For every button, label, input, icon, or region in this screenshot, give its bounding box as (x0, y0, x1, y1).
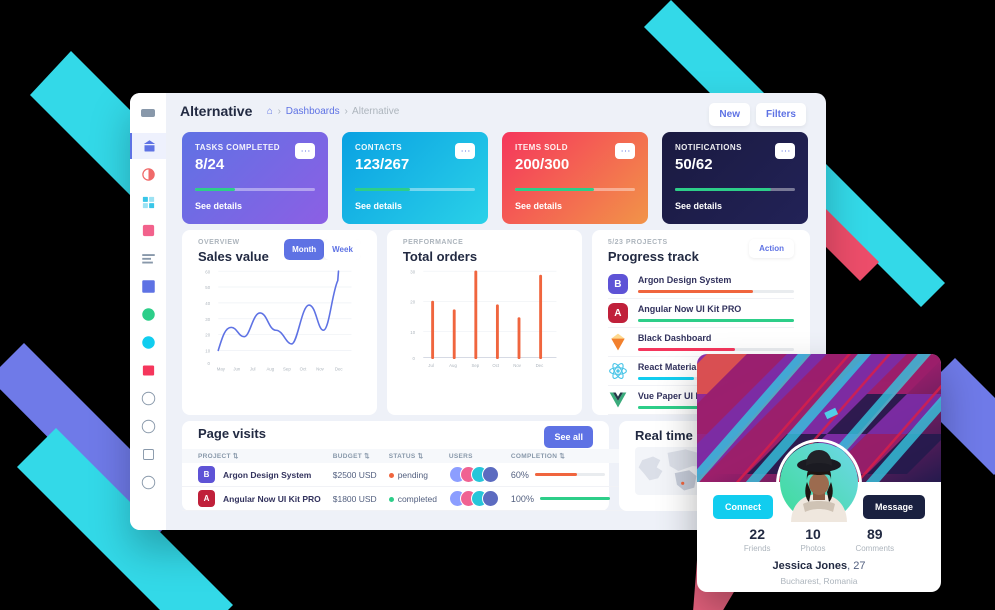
svg-text:Jul: Jul (250, 367, 256, 372)
svg-text:30: 30 (205, 317, 210, 322)
svg-text:Sep: Sep (283, 367, 291, 372)
svg-text:Sep: Sep (471, 363, 479, 368)
svg-text:20: 20 (205, 333, 210, 338)
svg-text:10: 10 (205, 349, 210, 354)
svg-text:Nov: Nov (513, 363, 522, 368)
svg-text:Nov: Nov (316, 367, 325, 372)
svg-text:10: 10 (410, 330, 415, 335)
svg-text:50: 50 (205, 285, 210, 290)
svg-text:Dec: Dec (535, 363, 544, 368)
svg-text:Jul: Jul (428, 363, 434, 368)
svg-text:0: 0 (207, 361, 210, 366)
svg-text:Oct: Oct (492, 363, 500, 368)
svg-text:20: 20 (410, 300, 415, 305)
svg-text:60: 60 (205, 269, 210, 274)
svg-text:0: 0 (412, 356, 415, 361)
svg-text:Dec: Dec (335, 367, 344, 372)
svg-text:Aug: Aug (266, 367, 274, 372)
svg-text:May: May (217, 367, 226, 372)
svg-text:Oct: Oct (300, 367, 308, 372)
svg-text:Jun: Jun (233, 367, 241, 372)
svg-text:40: 40 (205, 301, 210, 306)
svg-text:Aug: Aug (449, 363, 457, 368)
svg-text:30: 30 (410, 269, 415, 274)
